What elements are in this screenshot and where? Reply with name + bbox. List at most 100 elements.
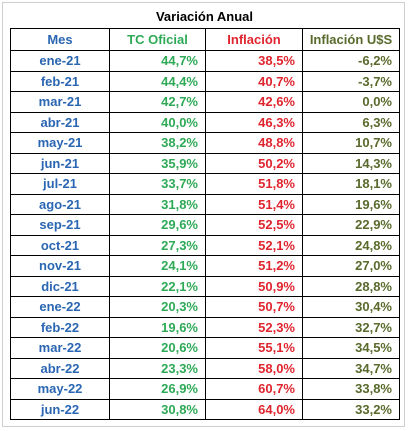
cell-inflacion: 52,1% bbox=[205, 234, 303, 256]
annual-variation-table: Mes TC Oficial Inflación Inflación U$S e… bbox=[10, 28, 400, 420]
cell-mes: feb-21 bbox=[10, 70, 110, 92]
cell-inflacion-usd: -6,2% bbox=[302, 50, 400, 72]
cell-inflacion-usd: 19,6% bbox=[302, 193, 400, 215]
table-row: feb-21 44,4% 40,7% -3,7% bbox=[10, 70, 400, 92]
cell-inflacion-usd: 34,7% bbox=[302, 357, 400, 379]
cell-mes: jun-21 bbox=[10, 152, 110, 174]
cell-inflacion: 52,5% bbox=[205, 214, 303, 236]
cell-mes: ene-21 bbox=[10, 50, 110, 72]
cell-inflacion-usd: 22,9% bbox=[302, 214, 400, 236]
cell-inflacion-usd: 28,8% bbox=[302, 275, 400, 297]
cell-inflacion-usd: 32,7% bbox=[302, 316, 400, 338]
cell-inflacion-usd: 30,4% bbox=[302, 296, 400, 318]
table-row: sep-21 29,6% 52,5% 22,9% bbox=[10, 214, 400, 236]
cell-mes: mar-22 bbox=[10, 337, 110, 359]
cell-tc-oficial: 20,6% bbox=[109, 337, 206, 359]
cell-inflacion: 51,4% bbox=[205, 193, 303, 215]
cell-tc-oficial: 38,2% bbox=[109, 132, 206, 154]
cell-inflacion: 50,7% bbox=[205, 296, 303, 318]
cell-tc-oficial: 26,9% bbox=[109, 378, 206, 400]
cell-mes: mar-21 bbox=[10, 91, 110, 113]
cell-tc-oficial: 20,3% bbox=[109, 296, 206, 318]
header-inflacion: Inflación bbox=[205, 28, 303, 51]
cell-mes: dic-21 bbox=[10, 275, 110, 297]
table-row: may-22 26,9% 60,7% 33,8% bbox=[10, 378, 400, 400]
cell-tc-oficial: 31,8% bbox=[109, 193, 206, 215]
table-title: Variación Anual bbox=[155, 9, 254, 24]
header-inflacion-usd: Inflación U$S bbox=[302, 28, 400, 51]
cell-inflacion-usd: -3,7% bbox=[302, 70, 400, 92]
image-frame bbox=[2, 2, 405, 427]
cell-inflacion-usd: 34,5% bbox=[302, 337, 400, 359]
table-body: ene-21 44,7% 38,5% -6,2% feb-21 44,4% 40,7% -3,… bbox=[10, 50, 400, 420]
cell-tc-oficial: 44,7% bbox=[109, 50, 206, 72]
cell-mes: jun-22 bbox=[10, 398, 110, 420]
table-row: mar-22 20,6% 55,1% 34,5% bbox=[10, 337, 400, 359]
cell-tc-oficial: 23,3% bbox=[109, 357, 206, 379]
cell-inflacion: 40,7% bbox=[205, 70, 303, 92]
cell-inflacion: 50,2% bbox=[205, 152, 303, 174]
cell-tc-oficial: 44,4% bbox=[109, 70, 206, 92]
cell-mes: ene-22 bbox=[10, 296, 110, 318]
cell-inflacion-usd: 24,8% bbox=[302, 234, 400, 256]
cell-inflacion-usd: 14,3% bbox=[302, 152, 400, 174]
table-row: ene-21 44,7% 38,5% -6,2% bbox=[10, 50, 400, 72]
cell-inflacion: 52,3% bbox=[205, 316, 303, 338]
cell-inflacion-usd: 18,1% bbox=[302, 173, 400, 195]
cell-tc-oficial: 40,0% bbox=[109, 111, 206, 133]
cell-inflacion-usd: 6,3% bbox=[302, 111, 400, 133]
cell-tc-oficial: 19,6% bbox=[109, 316, 206, 338]
cell-inflacion: 51,2% bbox=[205, 255, 303, 277]
cell-tc-oficial: 42,7% bbox=[109, 91, 206, 113]
cell-inflacion: 38,5% bbox=[205, 50, 303, 72]
table-row: may-21 38,2% 48,8% 10,7% bbox=[10, 132, 400, 154]
cell-inflacion: 50,9% bbox=[205, 275, 303, 297]
cell-inflacion: 42,6% bbox=[205, 91, 303, 113]
table-row: dic-21 22,1% 50,9% 28,8% bbox=[10, 275, 400, 297]
table-row: ene-22 20,3% 50,7% 30,4% bbox=[10, 296, 400, 318]
cell-tc-oficial: 24,1% bbox=[109, 255, 206, 277]
cell-mes: may-22 bbox=[10, 378, 110, 400]
table-row: nov-21 24,1% 51,2% 27,0% bbox=[10, 255, 400, 277]
cell-inflacion: 55,1% bbox=[205, 337, 303, 359]
header-mes: Mes bbox=[10, 28, 110, 51]
cell-mes: sep-21 bbox=[10, 214, 110, 236]
cell-tc-oficial: 33,7% bbox=[109, 173, 206, 195]
cell-mes: oct-21 bbox=[10, 234, 110, 256]
cell-inflacion-usd: 33,8% bbox=[302, 378, 400, 400]
table-row: abr-22 23,3% 58,0% 34,7% bbox=[10, 357, 400, 379]
cell-mes: ago-21 bbox=[10, 193, 110, 215]
cell-inflacion: 46,3% bbox=[205, 111, 303, 133]
table-row: oct-21 27,3% 52,1% 24,8% bbox=[10, 234, 400, 256]
cell-mes: nov-21 bbox=[10, 255, 110, 277]
header-row: Mes TC Oficial Inflación Inflación U$S bbox=[10, 28, 400, 51]
cell-mes: feb-22 bbox=[10, 316, 110, 338]
table-row: feb-22 19,6% 52,3% 32,7% bbox=[10, 316, 400, 338]
table-row: jun-22 30,8% 64,0% 33,2% bbox=[10, 398, 400, 420]
cell-tc-oficial: 35,9% bbox=[109, 152, 206, 174]
cell-mes: may-21 bbox=[10, 132, 110, 154]
cell-inflacion-usd: 27,0% bbox=[302, 255, 400, 277]
cell-inflacion-usd: 10,7% bbox=[302, 132, 400, 154]
cell-mes: jul-21 bbox=[10, 173, 110, 195]
cell-tc-oficial: 30,8% bbox=[109, 398, 206, 420]
header-tc-oficial: TC Oficial bbox=[109, 28, 206, 51]
cell-tc-oficial: 29,6% bbox=[109, 214, 206, 236]
cell-mes: abr-22 bbox=[10, 357, 110, 379]
cell-inflacion-usd: 0,0% bbox=[302, 91, 400, 113]
cell-inflacion: 64,0% bbox=[205, 398, 303, 420]
cell-inflacion: 60,7% bbox=[205, 378, 303, 400]
cell-inflacion: 58,0% bbox=[205, 357, 303, 379]
cell-mes: abr-21 bbox=[10, 111, 110, 133]
table-row: jun-21 35,9% 50,2% 14,3% bbox=[10, 152, 400, 174]
cell-tc-oficial: 27,3% bbox=[109, 234, 206, 256]
cell-inflacion: 48,8% bbox=[205, 132, 303, 154]
table-row: ago-21 31,8% 51,4% 19,6% bbox=[10, 193, 400, 215]
cell-inflacion-usd: 33,2% bbox=[302, 398, 400, 420]
table-row: abr-21 40,0% 46,3% 6,3% bbox=[10, 111, 400, 133]
table-row: mar-21 42,7% 42,6% 0,0% bbox=[10, 91, 400, 113]
cell-tc-oficial: 22,1% bbox=[109, 275, 206, 297]
cell-inflacion: 51,8% bbox=[205, 173, 303, 195]
table-row: jul-21 33,7% 51,8% 18,1% bbox=[10, 173, 400, 195]
table-header: Mes TC Oficial Inflación Inflación U$S bbox=[10, 28, 400, 51]
